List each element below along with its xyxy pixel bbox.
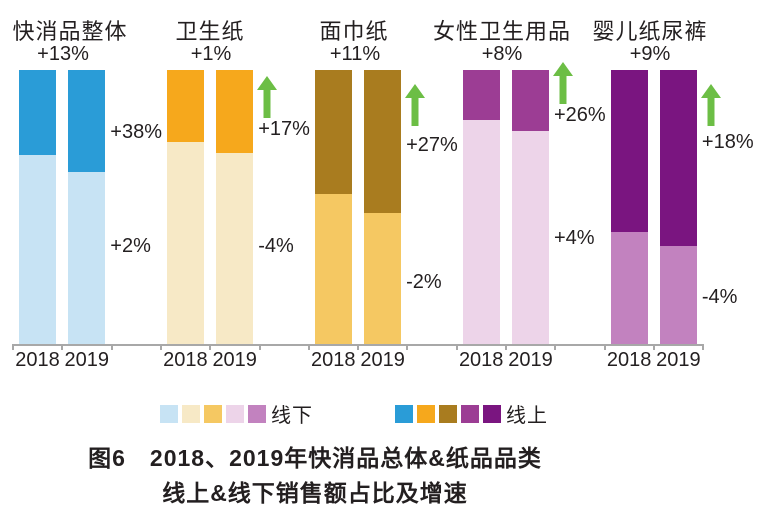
bar-segment-online [512,70,549,131]
axis-tick [61,346,64,350]
legend-online-swatches [395,404,501,423]
legend-offline: 线下 [160,399,313,428]
year-label: 2018 [15,349,60,371]
axis-tick [652,346,655,350]
category-label: 女性卫生用品 [432,19,571,44]
figure-caption: 图6 2018、2019年快消品总体&纸品品类 线上&线下销售额占比及增速 [0,441,630,511]
category-label: 婴儿纸尿裤 [592,19,708,44]
year-label: 2019 [360,349,405,371]
axis-tick [307,346,310,350]
bar-segment-online [364,70,402,213]
legend-swatch-online [417,404,435,423]
offline-growth-label: -4% [701,286,738,308]
axis-tick [12,346,14,350]
axis-tick [702,346,705,350]
year-label: 2019 [656,349,701,371]
bar-segment-online [314,70,352,194]
offline-growth-label: -4% [258,235,294,257]
legend-swatch-online [483,404,501,423]
axis-tick [406,346,409,350]
axis-tick [455,346,458,350]
bar-segment-offline [19,155,56,345]
bar-segment-offline [659,246,697,345]
bar-segment-online [610,70,648,232]
axis-tick [357,346,360,350]
offline-growth-label: +4% [554,227,595,249]
category-total-growth: +9% [629,43,671,65]
online-growth-label: +17% [258,118,310,140]
year-label: 2019 [212,349,257,371]
axis-tick [258,346,261,350]
legend-swatch-online [461,404,479,423]
bar-segment-online [462,70,500,120]
bar-segment-offline [68,172,106,345]
bar-segment-offline [610,232,648,345]
axis-tick [159,346,162,350]
growth-arrow-icon [700,84,721,126]
online-growth-label: +38% [110,121,163,143]
growth-arrow-icon [405,84,426,126]
bar-segment-offline [314,194,352,345]
axis-tick [110,346,113,350]
year-label: 2018 [458,349,504,371]
legend-swatch-offline [248,404,266,423]
caption-line-1: 图6 2018、2019年快消品总体&纸品品类 [88,445,542,471]
bar-segment-offline [216,153,254,345]
axis-line [12,344,705,346]
axis-tick [505,346,507,350]
category-total-growth: +13% [37,43,89,65]
legend-swatch-online [395,404,413,423]
bar-segment-online [216,70,254,153]
axis-tick [554,346,557,350]
legend-swatch-offline [226,404,244,423]
axis-tick [603,346,606,350]
year-label: 2019 [64,349,110,371]
category-label: 卫生纸 [175,19,245,44]
bar-segment-offline [462,120,500,345]
online-growth-label: +26% [554,104,606,126]
caption-line-2: 线上&线下销售额占比及增速 [162,480,468,506]
legend-online-label: 线上 [506,405,548,427]
legend-online: 线上 [395,399,548,428]
offline-growth-label: -2% [406,271,442,293]
bar-segment-online [68,70,106,172]
online-growth-label: +27% [406,134,458,156]
bar-segment-online [19,70,56,155]
bar-segment-online [659,70,697,246]
legend-offline-label: 线下 [271,405,313,427]
legend-swatch-offline [204,404,222,423]
bar-segment-online [166,70,204,142]
category-total-growth: +8% [481,43,523,65]
category-total-growth: +11% [329,43,381,65]
category-label: 面巾纸 [319,19,389,44]
online-growth-label: +18% [701,131,754,153]
category-label: 快消品整体 [12,19,128,44]
legend-swatch-online [439,404,457,423]
legend-swatch-offline [160,404,178,423]
year-label: 2019 [508,349,553,371]
category-total-growth: +1% [190,43,232,65]
offline-growth-label: +2% [110,235,151,257]
growth-arrow-icon [257,76,278,118]
legend-swatch-offline [182,404,200,423]
bar-segment-offline [364,213,402,345]
axis-tick [209,346,212,350]
year-label: 2018 [311,349,356,371]
year-label: 2018 [606,349,652,371]
year-label: 2018 [163,349,208,371]
growth-arrow-icon [553,62,573,104]
bar-segment-offline [166,142,204,345]
bar-segment-offline [512,131,549,345]
legend-offline-swatches [160,404,266,423]
